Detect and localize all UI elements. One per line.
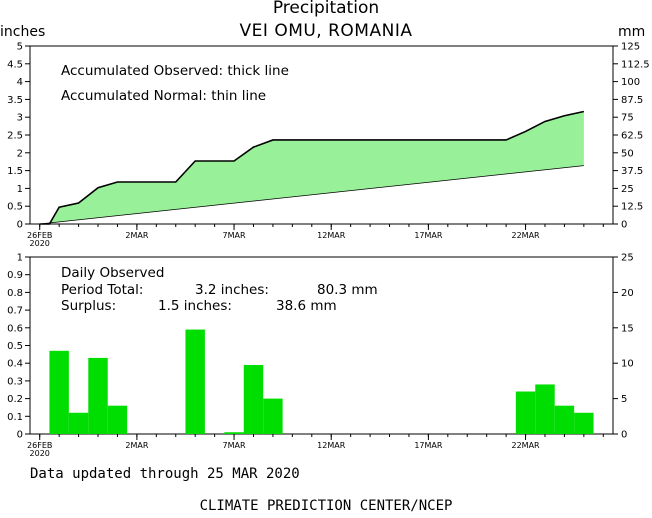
- daily-year-label: 2020: [30, 449, 50, 458]
- right-axis-unit: mm: [618, 24, 646, 40]
- accum-left-tick-label: 1: [17, 184, 23, 195]
- daily-left-tick-label: 0.5: [7, 341, 23, 352]
- daily-date-label: 12MAR: [317, 441, 346, 450]
- daily-bar: [574, 412, 594, 434]
- accum-right-tick-label: 112.5: [621, 59, 650, 70]
- surplus-mm-value: 38.6 mm: [276, 298, 337, 314]
- accum-left-tick-label: 4.5: [7, 59, 23, 70]
- observed-legend-note: Accumulated Observed: thick line: [61, 63, 289, 79]
- accum-date-label: 17MAR: [414, 231, 443, 240]
- daily-right-tick-label: 5: [621, 394, 627, 405]
- daily-bar: [107, 405, 128, 434]
- daily-observed-label: Daily Observed: [61, 265, 164, 281]
- surplus-label: Surplus:: [61, 298, 116, 314]
- daily-panel: 00.10.20.30.40.50.60.70.80.9105101520252…: [7, 253, 634, 459]
- accum-left-tick-label: 2: [17, 148, 23, 159]
- daily-bar: [554, 405, 575, 434]
- daily-bar: [49, 350, 69, 434]
- accum-date-label: 22MAR: [511, 231, 540, 240]
- daily-left-tick-label: 0.3: [7, 376, 23, 387]
- daily-date-label: 22MAR: [511, 441, 540, 450]
- accum-right-tick-label: 12.5: [621, 202, 643, 213]
- surplus-area: [39, 111, 584, 224]
- accum-date-label: 26FEB: [27, 231, 52, 240]
- accum-left-tick-label: 0: [17, 220, 23, 231]
- daily-date-label: 7MAR: [223, 441, 246, 450]
- daily-bar: [515, 391, 536, 434]
- daily-date-label: 26FEB: [27, 441, 52, 450]
- accum-right-tick-label: 62.5: [621, 131, 643, 142]
- daily-left-tick-label: 0.1: [7, 412, 23, 423]
- accum-right-tick-label: 50: [621, 148, 634, 159]
- accum-right-tick-label: 25: [621, 184, 634, 195]
- surplus-inches-value: 1.5 inches:: [158, 298, 232, 314]
- daily-date-label: 17MAR: [414, 441, 443, 450]
- accum-date-label: 2MAR: [125, 231, 148, 240]
- daily-right-tick-label: 25: [621, 253, 634, 264]
- period-total-label: Period Total:: [61, 282, 143, 298]
- accum-date-label: 12MAR: [317, 231, 346, 240]
- accumulated-panel: 00.511.522.533.544.55012.52537.55062.575…: [7, 42, 650, 249]
- accum-left-tick-label: 3: [17, 113, 23, 124]
- station-subtitle: VEI OMU, ROMANIA: [239, 21, 413, 41]
- chart-title: Precipitation: [272, 0, 380, 18]
- daily-right-tick-label: 20: [621, 288, 634, 299]
- accum-right-tick-label: 0: [621, 220, 627, 231]
- accum-left-tick-label: 5: [17, 42, 23, 53]
- credit-line: CLIMATE PREDICTION CENTER/NCEP: [199, 498, 453, 514]
- period-total-inches-value: 3.2 inches:: [195, 282, 269, 298]
- daily-bar: [68, 412, 89, 434]
- accum-right-tick-label: 125: [621, 42, 640, 53]
- accum-right-tick-label: 87.5: [621, 95, 643, 106]
- accum-left-tick-label: 2.5: [7, 131, 23, 142]
- normal-legend-note: Accumulated Normal: thin line: [61, 88, 266, 104]
- accum-right-tick-label: 100: [621, 77, 640, 88]
- accum-left-tick-label: 4: [17, 77, 23, 88]
- accum-left-tick-label: 1.5: [7, 166, 23, 177]
- accumulated-observed-line: [39, 110, 585, 225]
- daily-left-tick-label: 0.2: [7, 394, 23, 405]
- daily-bar: [243, 364, 264, 434]
- daily-left-tick-label: 0.6: [7, 323, 23, 334]
- accum-left-tick-label: 0.5: [7, 202, 23, 213]
- daily-right-tick-label: 10: [621, 359, 634, 370]
- left-axis-unit: inches: [0, 24, 46, 40]
- daily-right-tick-label: 0: [621, 430, 627, 441]
- daily-left-tick-label: 1: [17, 253, 23, 264]
- accum-right-tick-label: 75: [621, 113, 634, 124]
- daily-bar: [224, 432, 244, 434]
- daily-left-tick-label: 0.4: [7, 359, 23, 370]
- daily-bar: [263, 398, 283, 434]
- daily-left-tick-label: 0.8: [7, 288, 23, 299]
- daily-left-tick-label: 0: [17, 430, 23, 441]
- data-updated-note: Data updated through 25 MAR 2020: [30, 466, 300, 482]
- daily-left-tick-label: 0.7: [7, 306, 23, 317]
- accum-year-label: 2020: [30, 239, 50, 248]
- daily-left-tick-label: 0.9: [7, 270, 23, 281]
- accumulated-normal-line: [39, 165, 584, 225]
- accum-left-tick-label: 3.5: [7, 95, 23, 106]
- daily-date-label: 2MAR: [125, 441, 148, 450]
- period-total-mm-value: 80.3 mm: [317, 282, 378, 298]
- daily-bar: [88, 357, 108, 434]
- accum-right-tick-label: 37.5: [621, 166, 643, 177]
- accum-date-label: 7MAR: [223, 231, 246, 240]
- daily-bar: [535, 384, 555, 434]
- daily-right-tick-label: 15: [621, 323, 634, 334]
- daily-bar: [185, 329, 205, 434]
